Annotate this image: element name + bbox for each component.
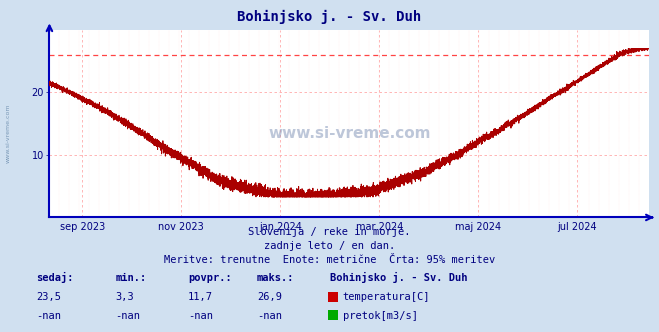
Text: -nan: -nan [257,311,282,321]
Text: maks.:: maks.: [257,273,295,283]
Text: www.si-vreme.com: www.si-vreme.com [5,103,11,163]
Text: 3,3: 3,3 [115,292,134,302]
Text: pretok[m3/s]: pretok[m3/s] [343,311,418,321]
Text: Slovenija / reke in morje.: Slovenija / reke in morje. [248,227,411,237]
Text: 11,7: 11,7 [188,292,213,302]
Text: min.:: min.: [115,273,146,283]
Text: zadnje leto / en dan.: zadnje leto / en dan. [264,241,395,251]
Text: sedaj:: sedaj: [36,272,74,283]
Text: Meritve: trenutne  Enote: metrične  Črta: 95% meritev: Meritve: trenutne Enote: metrične Črta: … [164,255,495,265]
Text: povpr.:: povpr.: [188,273,231,283]
Text: -nan: -nan [188,311,213,321]
Text: www.si-vreme.com: www.si-vreme.com [268,125,430,140]
Text: -nan: -nan [36,311,61,321]
Text: 26,9: 26,9 [257,292,282,302]
Text: Bohinjsko j. - Sv. Duh: Bohinjsko j. - Sv. Duh [237,10,422,24]
Text: 23,5: 23,5 [36,292,61,302]
Text: -nan: -nan [115,311,140,321]
Text: temperatura[C]: temperatura[C] [343,292,430,302]
Text: Bohinjsko j. - Sv. Duh: Bohinjsko j. - Sv. Duh [330,272,467,283]
